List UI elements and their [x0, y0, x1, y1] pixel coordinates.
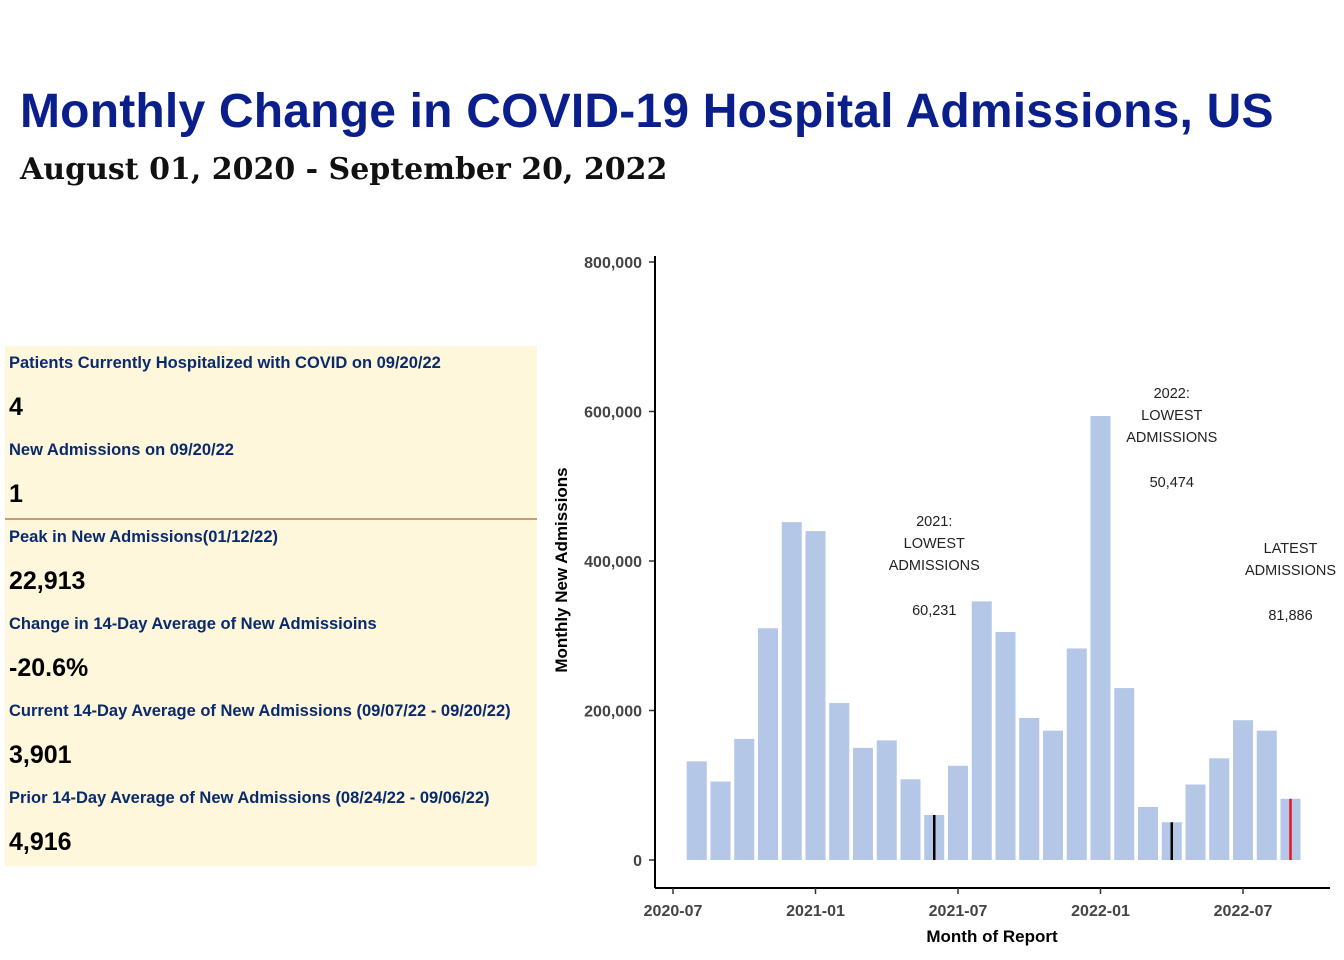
bars — [686, 415, 1301, 860]
y-tick-label: 600,000 — [584, 405, 642, 422]
stat-label-new-admissions: New Admissions on 09/20/22 — [9, 441, 234, 459]
stat-label-current-hospitalized: Patients Currently Hospitalized with COV… — [9, 354, 441, 372]
y-tick-label: 800,000 — [584, 255, 642, 272]
bar-2022-06 — [1209, 758, 1230, 860]
annotation-label-line: ADMISSIONS — [1126, 430, 1217, 446]
bar-2022-02 — [1114, 688, 1135, 860]
bar-2021-11 — [1043, 730, 1063, 860]
x-tick-label: 2022-07 — [1214, 903, 1273, 920]
y-tick-label: 0 — [633, 853, 642, 870]
annotation-label-line: 2022: — [1154, 386, 1190, 402]
annotation-value-label: 50,474 — [1150, 475, 1194, 491]
stat-value-peak-admissions: 22,913 — [9, 567, 86, 595]
x-tick-label: 2020-07 — [644, 903, 703, 920]
bar-2022-03 — [1138, 806, 1158, 860]
bar-2021-01 — [805, 531, 826, 860]
stat-label-change-14day: Change in 14-Day Average of New Admissio… — [9, 615, 377, 633]
panel-divider — [5, 518, 537, 520]
y-axis-title: Monthly New Admissions — [552, 467, 571, 672]
stat-value-prior-14day: 4,916 — [9, 828, 72, 856]
stat-value-current-14day: 3,901 — [9, 741, 72, 769]
bar-2020-10 — [734, 738, 755, 860]
stats-panel: Patients Currently Hospitalized with COV… — [5, 346, 537, 866]
stat-value-current-hospitalized: 4 — [9, 393, 23, 421]
bar-2021-02 — [829, 703, 850, 860]
y-tick-label: 200,000 — [584, 704, 642, 721]
bar-2021-05 — [900, 779, 921, 860]
x-tick-label: 2021-07 — [929, 903, 988, 920]
annotation-label-line: ADMISSIONS — [1245, 563, 1336, 579]
annotation-label-line: 2021: — [916, 514, 952, 530]
y-tick-label: 400,000 — [584, 554, 642, 571]
annotation-label-line: ADMISSIONS — [889, 558, 980, 574]
bar-2022-08 — [1256, 730, 1277, 860]
bar-2022-01 — [1090, 415, 1111, 860]
x-tick-label: 2021-01 — [786, 903, 845, 920]
x-tick-label: 2022-01 — [1071, 903, 1130, 920]
bar-2020-11 — [758, 628, 778, 860]
bar-2021-12 — [1066, 648, 1087, 860]
stat-label-prior-14day: Prior 14-Day Average of New Admissions (… — [9, 789, 490, 807]
x-axis-title: Month of Report — [926, 927, 1058, 946]
bar-2020-12 — [781, 522, 802, 860]
bar-2021-08 — [971, 601, 992, 860]
stat-value-change-14day: -20.6% — [9, 654, 89, 682]
page-title: Monthly Change in COVID-19 Hospital Admi… — [20, 85, 1274, 138]
highlight-markers — [933, 798, 1292, 860]
annotation-value-label: 81,886 — [1268, 608, 1312, 624]
bar-2022-05 — [1185, 784, 1206, 860]
annotation-value-label: 60,231 — [912, 603, 956, 619]
stat-label-peak-admissions: Peak in New Admissions(01/12/22) — [9, 528, 279, 546]
bar-2021-10 — [1019, 717, 1040, 860]
page-subtitle: August 01, 2020 - September 20, 2022 — [20, 152, 668, 187]
annotation-label-line: LATEST — [1264, 541, 1318, 557]
bar-2022-07 — [1233, 720, 1253, 860]
y-axis-ticks: 0 200,000 400,000 600,000 800,000 — [584, 255, 655, 870]
bar-2021-03 — [853, 747, 873, 860]
admissions-bar-chart: 0 200,000 400,000 600,000 800,000 2021: LOWES… — [552, 255, 1336, 946]
x-axis-ticks: 2020-07 2021-01 2021-07 2022-01 2022-07 — [644, 888, 1273, 920]
stat-label-current-14day: Current 14-Day Average of New Admissions… — [9, 702, 511, 720]
stat-value-new-admissions: 1 — [9, 480, 23, 508]
bar-2021-09 — [995, 632, 1016, 860]
bar-2021-04 — [876, 740, 897, 860]
annotation-label-line: LOWEST — [904, 536, 965, 552]
annotation-label-line: LOWEST — [1141, 408, 1202, 424]
bar-2020-09 — [710, 781, 731, 860]
bar-2021-07 — [948, 765, 968, 860]
annotations: 2021: LOWEST ADMISSIONS 60,231 2022: LOWEST AD… — [889, 386, 1336, 624]
bar-2020-08 — [686, 761, 707, 860]
